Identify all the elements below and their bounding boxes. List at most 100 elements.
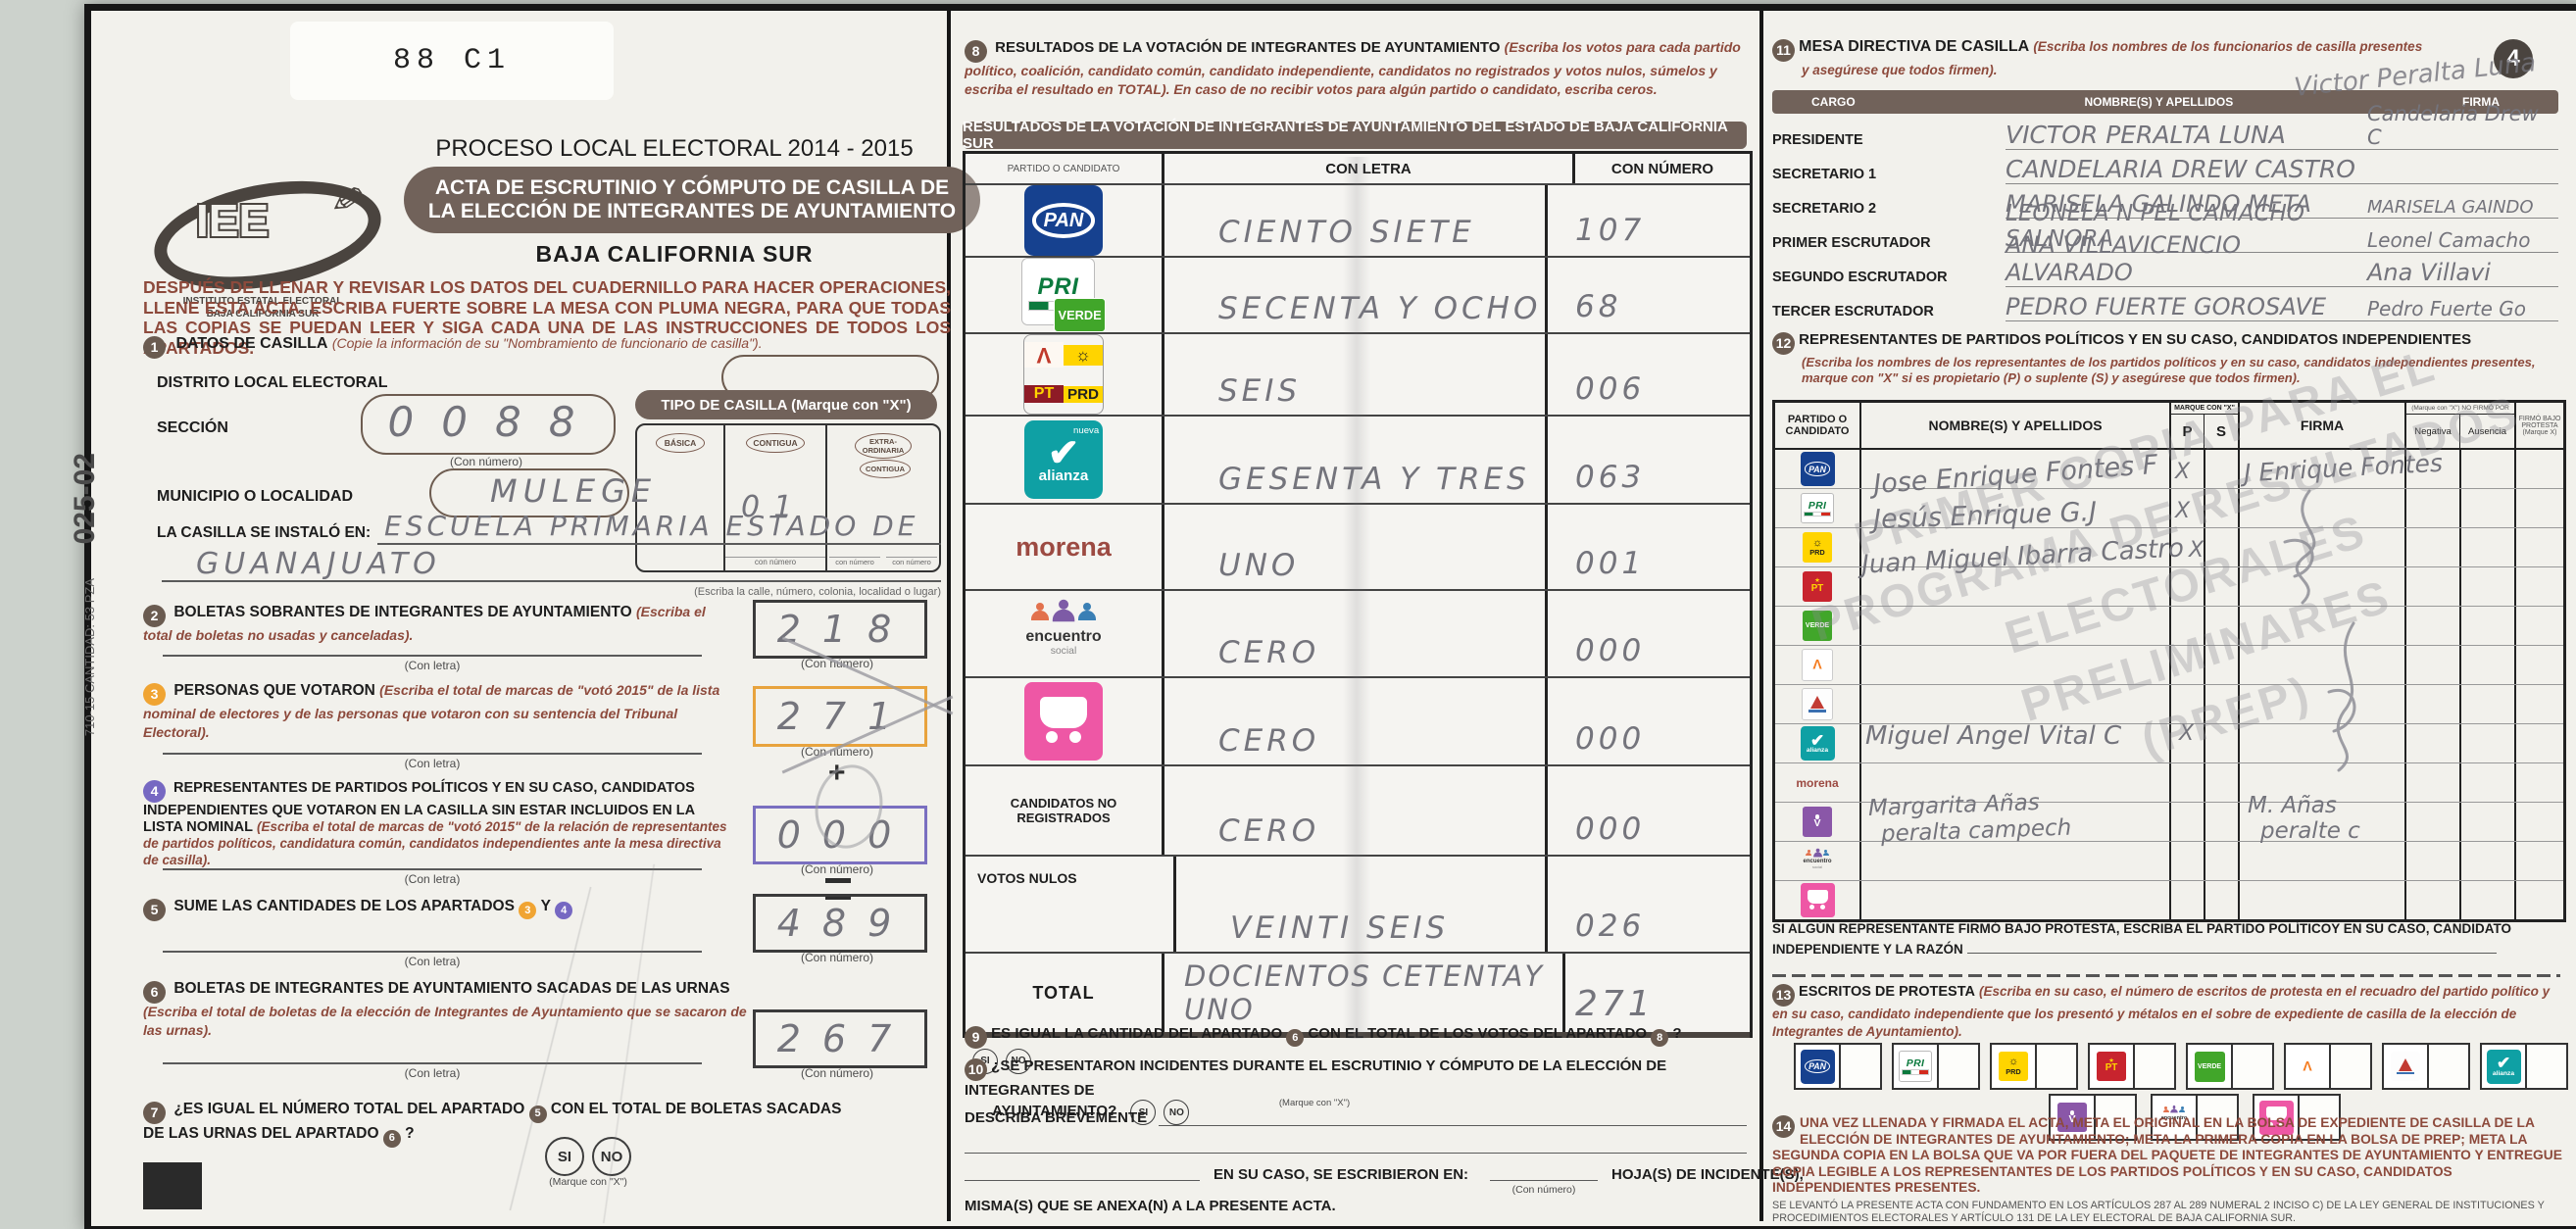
frame-corner-block [143,1162,202,1209]
tipo-basica-cell[interactable]: BÁSICA [637,425,725,570]
col-firma: FIRMA [2240,403,2406,448]
section-2-number-box[interactable]: 218 [753,600,927,659]
pri-logo-icon: PRI [1800,492,1835,524]
section-10-row: 10 ¿SE PRESENTARON INCIDENTES DURANTE EL… [965,1057,1749,1126]
rep-row-verde: VERDE [1775,607,2563,646]
si-option[interactable]: SI [545,1137,584,1176]
municipio-field[interactable] [429,468,629,517]
nombre-handwriting: ANA VILLAVICENCIO ALVARADO [2006,231,2241,286]
escrito-alianza: ✔ alianza [2480,1043,2568,1090]
section-5-number-box[interactable]: 489 [753,894,927,953]
tipo-casilla-banner: TIPO DE CASILLA (Marque con "X") [635,390,937,419]
section-14-badge: 14 [1772,1115,1795,1138]
letra-handwriting: CIENTO SIETE [1218,215,1475,250]
hojas-count-line[interactable] [1490,1162,1598,1181]
letra-handwriting: CERO [1218,723,1320,759]
col-s: S [2215,422,2226,440]
section-6-number-box[interactable]: 267 [753,1009,927,1068]
si-option[interactable]: SI [1130,1100,1157,1126]
section-6-letra-line[interactable] [163,1041,702,1064]
representatives-table: PARTIDO O CANDIDATO NOMBRE(S) Y APELLIDO… [1772,400,2566,922]
section-5-title: SUME LAS CANTIDADES DE LOS APARTADOS [173,898,515,914]
section-2-letra-line[interactable] [163,629,702,657]
cargo-label: SEGUNDO ESCRUTADOR [1772,270,1948,285]
tipo-extraordinaria-option: EXTRA- ORDINARIA [855,433,912,459]
side-code-text: 025-02 [69,453,101,545]
rep-row-prs [1775,685,2563,724]
seccion-value-handwriting: 0088 [387,398,603,446]
col-nombre: NOMBRE(S) Y APELLIDOS [2084,95,2234,109]
section-7-si-no: SI NO [545,1137,631,1176]
mesa-header-bar: CARGO NOMBRE(S) Y APELLIDOS FIRMA [1772,90,2558,114]
plus-sign: + [828,757,846,789]
section-14-text: UNA VEZ LLENADA Y FIRMADA EL ACTA, META … [1772,1115,2562,1196]
no-option[interactable]: NO [1164,1100,1190,1126]
seccion-field[interactable]: 0088 [361,394,616,455]
section-7-part2: CON EL TOTAL DE BOLETAS SACADAS DE LAS U… [143,1101,842,1143]
incident-line-3[interactable] [965,1162,1200,1181]
section-3-number-box[interactable]: 271 [753,686,927,747]
escrito-count-box[interactable] [2037,1043,2078,1090]
escrito-count-box[interactable] [2096,1094,2137,1141]
section-9-row: 9 ES IGUAL LA CANTIDAD DEL APARTADO 6 CO… [965,1025,1749,1074]
signature-scribble [2283,489,2316,605]
equals-sign [825,878,851,900]
escrito-count-box[interactable] [1939,1043,1980,1090]
escrito-encuentro: encuentro social [2151,1094,2239,1141]
distrito-label: DISTRITO LOCAL ELECTORAL [157,374,388,391]
casilla-line-1[interactable] [377,508,941,545]
escrito-count-box[interactable] [2527,1043,2568,1090]
incident-line-2[interactable] [965,1135,1747,1154]
con-numero-small: con número [829,557,880,566]
iee-caption-2: BAJA CALIFORNIA SUR [206,309,320,320]
tipo-extra-cell[interactable]: EXTRA- ORDINARIA CONTIGUA con número con… [827,425,939,570]
section-3-letra-line[interactable] [163,727,702,755]
morena-logo-icon: morena [1016,531,1112,562]
numero-handwriting: 000 [1575,633,1646,668]
section-12-heading: 12 REPRESENTANTES DE PARTIDOS POLÍTICOS … [1772,331,2556,385]
section-2-title: BOLETAS SOBRANTES DE INTEGRANTES DE AYUN… [173,604,632,620]
no-option[interactable]: NO [592,1137,631,1176]
section-5-heading: 5 SUME LAS CANTIDADES DE LOS APARTADOS 3… [143,898,731,921]
section-2-heading: 2 BOLETAS SOBRANTES DE INTEGRANTES DE AY… [143,604,731,646]
iee-caption-1: INSTITUTO ESTATAL ELECTORAL [182,296,343,307]
encuentro-social-logo-icon: encuentro social [1025,599,1102,657]
section-4-number-box[interactable]: 000 [753,806,927,864]
prd-logo-icon: ☼ PRD [1802,532,1833,563]
no-option[interactable]: NO [1006,1048,1031,1074]
numero-handwriting: 063 [1575,460,1646,495]
escrito-count-box[interactable] [2331,1043,2372,1090]
describa-line[interactable] [1159,1106,1747,1126]
escrito-count-box[interactable] [2300,1094,2341,1141]
section-4-heading: 4 REPRESENTANTES DE PARTIDOS POLÍTICOS Y… [143,780,736,869]
cargo-label: SECRETARIO 1 [1772,167,1877,182]
con-numero-caption: (Con número) [1511,1184,1576,1196]
pan-logo-icon: PAN [1800,1049,1835,1084]
section-5-letra-line[interactable] [163,929,702,953]
protesta-reason-line[interactable] [1966,941,2497,954]
result-row-encuentro: encuentro social CERO 000 [966,591,1750,678]
casilla-line-2[interactable] [162,545,941,582]
firma-handwriting: Candelaria Drew C [2367,102,2539,149]
verde-logo-icon: VERDE [1802,611,1833,641]
protesta-note: SI ALGÚN REPRESENTANTE FIRMÓ BAJO PROTES… [1772,919,2560,960]
rep-x-mark: X [2189,538,2204,563]
section-1-title: DATOS DE CASILLA [175,335,328,352]
escrito-pri: PRI [1892,1043,1980,1090]
letra-handwriting: GESENTA Y TRES [1218,462,1530,497]
section-6-title: BOLETAS DE INTEGRANTES DE AYUNTAMIENTO S… [173,980,730,997]
escrito-count-box[interactable] [2233,1043,2274,1090]
section-4-letra-line[interactable] [163,845,702,870]
column-divider [1759,8,1763,1221]
escrito-count-box[interactable] [1841,1043,1882,1090]
tipo-contigua-cell[interactable]: CONTIGUA 01 con número [725,425,827,570]
escrito-count-box[interactable] [2198,1094,2239,1141]
escrito-count-box[interactable] [2429,1043,2470,1090]
section-10-line1: ¿SE PRESENTARON INCIDENTES DURANTE EL ES… [965,1057,1667,1099]
col-ausencia: Ausencia [2467,425,2507,437]
escrito-count-box[interactable] [2135,1043,2176,1090]
con-numero-caption: (Con número) [800,862,874,876]
section-10-line2: AYUNTAMIENTO? [992,1102,1117,1119]
section-8-title: RESULTADOS DE LA VOTACIÓN DE INTEGRANTES… [995,39,1501,56]
